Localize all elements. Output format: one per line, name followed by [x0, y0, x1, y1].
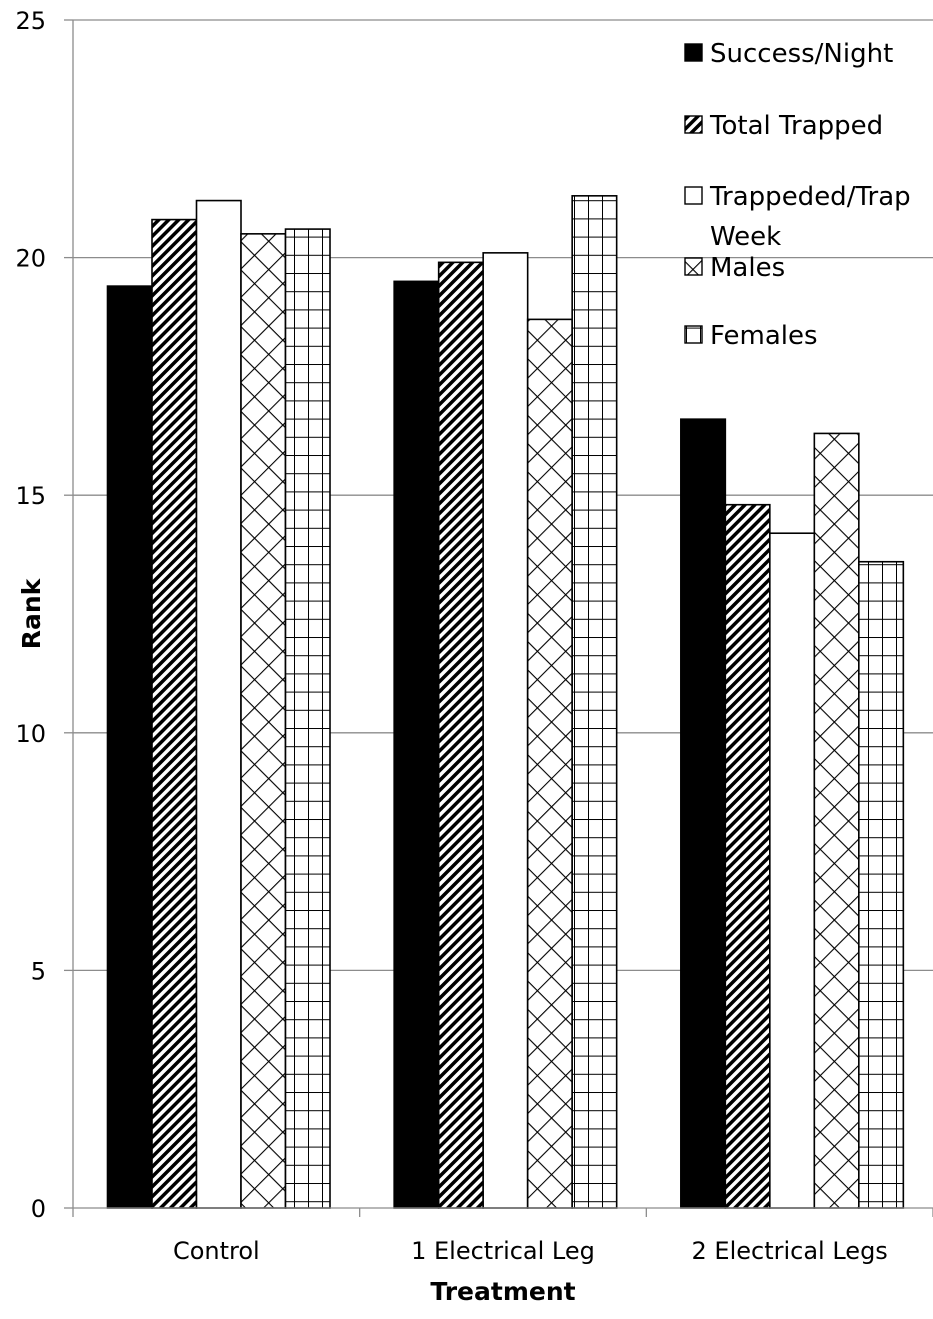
legend-swatch-success-night — [684, 43, 703, 62]
bar-trappeded-trap-week-1-electrical-leg — [482, 252, 529, 1209]
legend-swatch-trappeded-trap-week — [684, 186, 703, 205]
bar-total-trapped-1-electrical-leg — [437, 261, 484, 1209]
bar-success-night-control — [106, 285, 153, 1209]
bar-males-control — [240, 233, 287, 1209]
bar-females-control — [284, 228, 331, 1209]
bar-total-trapped-2-electrical-legs — [724, 503, 771, 1209]
legend-label-total-trapped: Total Trapped — [709, 111, 883, 141]
axes — [72, 20, 933, 1217]
legend-label-trappeded-trap-week: Trappeded/Trap — [709, 182, 911, 212]
tick-labels: 0 5 10 15 20 25 Control 1 Electrical Leg 2 Elect… — [15, 7, 887, 1265]
legend-label-trappeded-trap-week: Week — [710, 222, 781, 252]
bar-trappeded-trap-week-2-electrical-legs — [769, 532, 816, 1209]
y-axis-title: Rank — [17, 577, 46, 649]
y-tick-label: 10 — [15, 720, 46, 748]
bar-females-1-electrical-leg — [571, 195, 618, 1209]
legend-label-females: Females — [710, 321, 818, 351]
bar-success-night-1-electrical-leg — [393, 280, 440, 1209]
bar-success-night-2-electrical-legs — [680, 418, 727, 1209]
x-tick-label: 1 Electrical Leg — [411, 1237, 595, 1265]
legend-swatch-total-trapped — [684, 115, 703, 134]
y-tick-label: 25 — [15, 7, 46, 35]
x-tick-label: Control — [173, 1237, 260, 1265]
y-tick-label: 20 — [15, 245, 46, 273]
legend: Success/Night Total Trapped Trappeded/Trap… — [684, 39, 911, 351]
bars — [106, 195, 905, 1209]
x-tick-label: 2 Electrical Legs — [692, 1237, 888, 1265]
legend-label-success-night: Success/Night — [710, 39, 893, 69]
legend-swatch-females — [684, 325, 703, 344]
y-tick-label: 5 — [31, 957, 46, 985]
bar-females-2-electrical-legs — [858, 560, 905, 1209]
legend-swatch-males — [684, 257, 703, 276]
y-tick-label: 15 — [15, 482, 46, 510]
bar-males-1-electrical-leg — [526, 318, 573, 1209]
y-tick-label: 0 — [31, 1195, 46, 1223]
x-axis-title: Treatment — [430, 1277, 575, 1306]
bar-total-trapped-control — [151, 218, 198, 1209]
bar-trappeded-trap-week-control — [195, 199, 242, 1209]
bar-males-2-electrical-legs — [813, 432, 860, 1209]
legend-label-males: Males — [710, 253, 785, 283]
